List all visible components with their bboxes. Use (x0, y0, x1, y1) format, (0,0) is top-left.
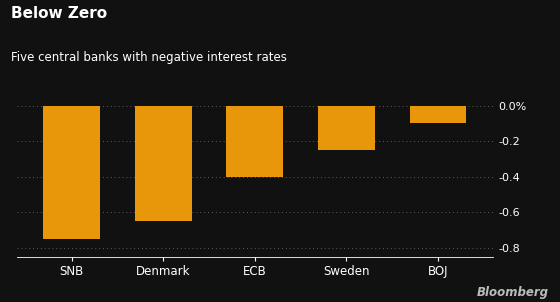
Bar (409, 105, 466, 123)
Text: Bloomberg: Bloomberg (477, 286, 549, 299)
Bar (135, 105, 192, 221)
Bar (318, 105, 375, 150)
Bar (226, 105, 283, 177)
Text: Below Zero: Below Zero (11, 6, 108, 21)
Text: Five central banks with negative interest rates: Five central banks with negative interes… (11, 51, 287, 64)
Bar (43, 105, 100, 239)
